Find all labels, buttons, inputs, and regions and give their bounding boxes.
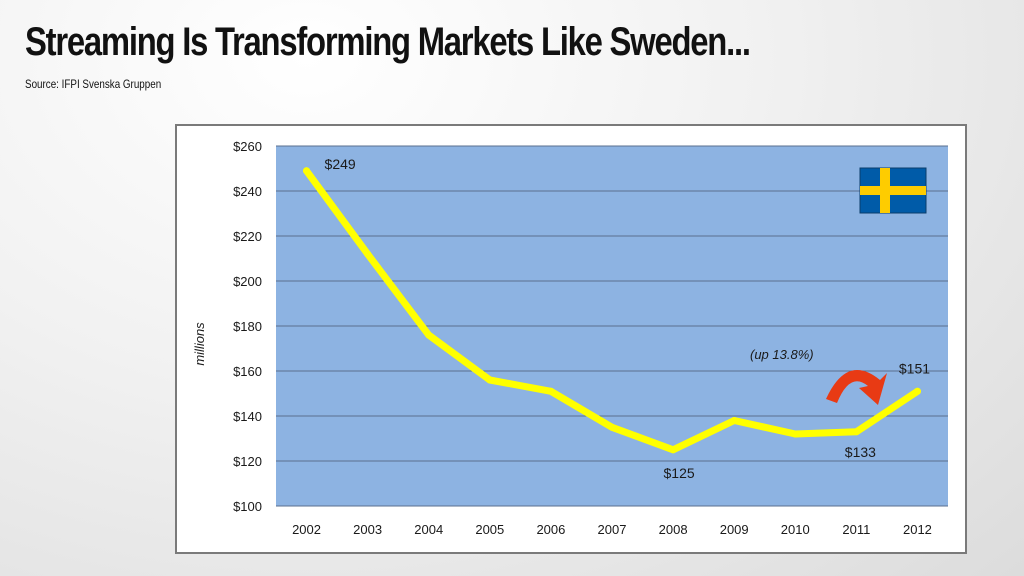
- y-axis-title: millions: [192, 322, 207, 366]
- x-tick-label: 2008: [659, 522, 688, 537]
- sweden-flag-icon: [859, 167, 927, 214]
- data-point: [913, 387, 921, 395]
- series-line: [303, 167, 921, 454]
- y-tick-label: $120: [233, 454, 262, 469]
- y-tick-label: $220: [233, 229, 262, 244]
- data-point: [425, 331, 433, 339]
- data-point: [303, 167, 311, 175]
- x-tick-label: 2005: [475, 522, 504, 537]
- x-tick-label: 2002: [292, 522, 321, 537]
- y-tick-label: $200: [233, 274, 262, 289]
- chart-frame: $100 $120 $140 $160 $180 $200 $220 $240 $260 200…: [175, 124, 967, 554]
- slide-title: Streaming Is Transforming Markets Like S…: [25, 20, 751, 64]
- curved-arrow-icon: [826, 370, 887, 405]
- y-tick-label: $180: [233, 319, 262, 334]
- slide-source: Source: IFPI Svenska Gruppen: [25, 77, 162, 91]
- x-tick-label: 2011: [842, 522, 870, 537]
- y-tick-label: $140: [233, 409, 262, 424]
- data-point: [364, 250, 372, 258]
- y-tick-label: $240: [233, 184, 262, 199]
- data-label: $125: [664, 465, 695, 481]
- y-tick-label: $260: [233, 139, 262, 154]
- line-chart: $100 $120 $140 $160 $180 $200 $220 $240 $260 200…: [183, 132, 959, 546]
- data-point: [791, 430, 799, 438]
- growth-annotation: (up 13.8%): [750, 347, 814, 362]
- data-label: $133: [845, 444, 876, 460]
- x-tick-label: 2010: [781, 522, 810, 537]
- data-point: [669, 446, 677, 454]
- x-tick-label: 2004: [414, 522, 443, 537]
- x-tick-label: 2007: [598, 522, 627, 537]
- data-point: [608, 423, 616, 431]
- x-tick-label: 2009: [720, 522, 749, 537]
- data-point: [852, 428, 860, 436]
- data-point: [486, 376, 494, 384]
- data-point: [730, 417, 738, 424]
- y-tick-label: $160: [233, 364, 262, 379]
- data-point: [547, 387, 555, 395]
- x-tick-label: 2012: [903, 522, 932, 537]
- x-axis-tick-labels: 2002 2003 2004 2005 2006 2007 2008 2009 2010 2011…: [292, 522, 932, 537]
- y-tick-label: $100: [233, 499, 262, 514]
- x-tick-label: 2006: [536, 522, 565, 537]
- y-axis-tick-labels: $100 $120 $140 $160 $180 $200 $220 $240 $260: [233, 139, 262, 514]
- x-tick-label: 2003: [353, 522, 382, 537]
- data-label: $151: [899, 360, 930, 376]
- data-label: $249: [325, 156, 356, 172]
- data-labels: $249 $125 $133 $151: [325, 156, 931, 481]
